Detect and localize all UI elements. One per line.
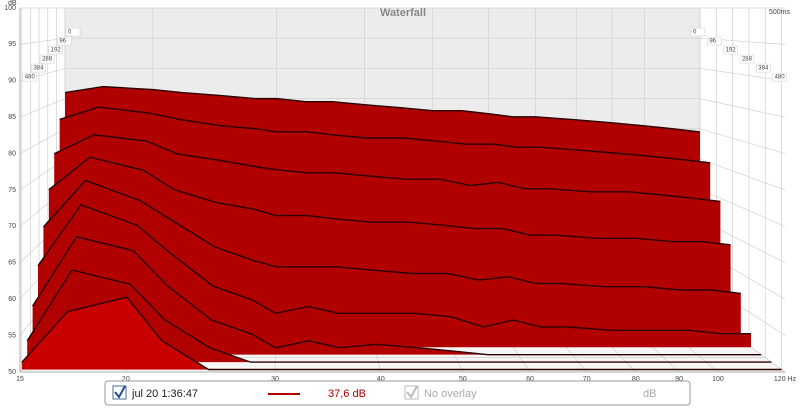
grid-line — [699, 128, 786, 154]
check-mark — [406, 385, 418, 399]
z-tick-box — [22, 72, 38, 82]
z-tick-label: 288 — [742, 57, 753, 63]
slice-line — [53, 134, 721, 203]
chart-title: Waterfall — [380, 7, 426, 19]
plot-area: 50 55 60 65 70 75 80 85 90 95 100 15 20 30 40 50 60 70 80 9… — [4, 5, 796, 383]
slice-line — [64, 85, 701, 133]
z-tick-label: 192 — [51, 48, 62, 54]
z-tick-label: 0 — [68, 30, 72, 36]
x-tick-label: 15 — [16, 376, 24, 383]
slice-line — [42, 179, 741, 295]
grid-line — [699, 158, 786, 191]
grid-line — [699, 98, 786, 118]
legend-reading: 37,6 dB — [328, 388, 366, 400]
slice-line — [59, 106, 711, 164]
z-tick-label: 480 — [775, 75, 786, 81]
slice-line — [32, 236, 762, 356]
z-tick-label: 96 — [709, 39, 716, 45]
x-tick-label: 90 — [675, 376, 683, 383]
y-tick-label: 95 — [8, 41, 16, 48]
z-tick-box — [723, 45, 738, 55]
x-tick-label: 70 — [583, 376, 591, 383]
legend: jul 20 1:36:47 37,6 dB No overlay dB — [104, 380, 691, 406]
y-tick-label: 65 — [8, 260, 16, 267]
slice-body — [38, 204, 751, 348]
x-tick-label: 20 — [122, 376, 130, 383]
grid-line — [699, 188, 786, 227]
slice-line — [26, 269, 772, 363]
z-tick-box — [739, 54, 755, 64]
z-tick-label: 384 — [758, 66, 769, 72]
z-tick-box — [39, 54, 55, 64]
y-tick-label: 85 — [8, 114, 16, 121]
z-tick-box — [690, 27, 706, 37]
y-tick-label: 80 — [8, 150, 16, 157]
z-tick-label: 0 — [693, 30, 697, 36]
x-tick-label: 60 — [526, 376, 534, 383]
grid-line — [699, 68, 786, 82]
x-tick-label: 100 — [712, 376, 724, 383]
legend-measurement: jul 20 1:36:47 — [131, 388, 198, 400]
z-tick-box — [48, 45, 64, 55]
z-tick-box — [31, 63, 46, 73]
z-tick-box — [65, 27, 81, 37]
x-tick-label: 120 Hz — [774, 376, 797, 383]
x-tick-label: 30 — [271, 376, 279, 383]
z-tick-label: 288 — [42, 57, 53, 63]
x-tick-label: 50 — [459, 376, 467, 383]
y-tick-label: 100 — [4, 5, 16, 12]
y-axis-label: dB — [8, 0, 17, 7]
y-tick-label: 75 — [8, 187, 16, 194]
x-tick-label: 40 — [377, 376, 385, 383]
slice-line — [37, 203, 751, 335]
z-tick-label: 480 — [25, 75, 36, 81]
legend-overlay: No overlay — [424, 388, 477, 400]
z-tick-box — [756, 63, 771, 73]
y-tick-label: 60 — [8, 296, 16, 303]
slice-body — [32, 236, 762, 355]
legend-overlay-unit: dB — [643, 388, 656, 400]
z-tick-box — [57, 36, 72, 46]
z-axis-label: 500ms — [769, 9, 791, 16]
legend-frame — [104, 380, 691, 406]
z-tick-box — [707, 36, 722, 46]
z-tick-label: 96 — [59, 39, 66, 45]
slice-line — [48, 156, 731, 246]
y-tick-label: 55 — [8, 332, 16, 339]
grid-line — [19, 128, 66, 154]
grid-line — [19, 98, 66, 118]
z-tick-label: 384 — [33, 66, 44, 72]
y-tick-label: 50 — [8, 369, 16, 376]
check-mark — [114, 385, 126, 399]
z-tick-label: 192 — [726, 48, 737, 54]
y-tick-label: 70 — [8, 223, 16, 230]
slice-line — [21, 296, 782, 371]
y-tick-label: 90 — [8, 78, 16, 85]
z-tick-box — [772, 72, 787, 82]
x-tick-label: 80 — [632, 376, 640, 383]
